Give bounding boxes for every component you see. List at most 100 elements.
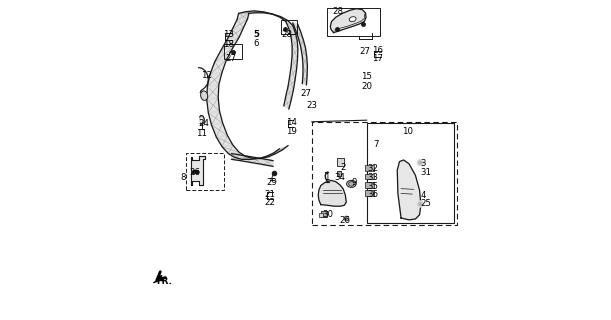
Ellipse shape [346,180,356,188]
Polygon shape [301,47,307,57]
Polygon shape [214,48,233,62]
Text: 3: 3 [420,159,426,168]
Text: 9: 9 [351,179,357,188]
Polygon shape [302,56,307,66]
Bar [312,122,457,225]
Text: 27: 27 [359,47,370,56]
Polygon shape [227,28,243,39]
Text: 7: 7 [373,140,378,149]
Polygon shape [280,17,293,26]
Text: 17: 17 [372,54,383,63]
Text: 26: 26 [189,168,200,177]
Polygon shape [222,145,240,154]
Text: 28: 28 [332,7,343,16]
Bar [367,123,453,223]
Text: 21: 21 [265,189,276,199]
Polygon shape [235,156,252,159]
Polygon shape [263,159,273,166]
Text: 13: 13 [223,30,234,39]
Text: 8: 8 [180,173,186,182]
Polygon shape [263,12,280,17]
Polygon shape [221,37,240,50]
Bar [337,172,341,176]
Circle shape [196,171,199,174]
Polygon shape [251,157,263,164]
Polygon shape [259,154,276,158]
Polygon shape [288,77,295,90]
Polygon shape [290,66,296,80]
Bar [365,182,375,188]
Text: 15: 15 [361,72,372,81]
Text: 34: 34 [334,173,345,182]
Polygon shape [302,75,307,85]
Polygon shape [242,158,261,159]
Polygon shape [318,180,346,206]
Bar [337,158,344,166]
Polygon shape [191,156,205,186]
Text: FR.: FR. [157,277,173,286]
Ellipse shape [349,17,356,22]
Polygon shape [331,9,366,33]
Polygon shape [210,60,227,75]
Text: 29: 29 [266,178,277,187]
Polygon shape [274,146,288,153]
Bar [365,174,375,180]
Text: 23: 23 [306,101,317,110]
Polygon shape [286,21,295,33]
Polygon shape [207,72,222,87]
Text: 19: 19 [286,127,296,136]
Text: 28: 28 [281,30,292,39]
Text: 4: 4 [420,191,426,200]
Polygon shape [397,160,421,220]
Circle shape [419,202,422,205]
Circle shape [417,201,423,207]
Polygon shape [232,19,247,29]
Polygon shape [289,29,297,41]
Bar [224,44,242,59]
Bar [365,165,375,171]
Text: 16: 16 [372,45,383,55]
Text: 10: 10 [402,127,413,136]
Text: 12: 12 [200,71,211,80]
Text: 33: 33 [367,173,378,182]
Text: 35: 35 [367,182,378,191]
Text: 32: 32 [367,164,378,173]
Polygon shape [291,37,298,49]
Polygon shape [200,116,204,124]
Polygon shape [207,84,219,100]
Text: 25: 25 [420,199,431,208]
Polygon shape [240,155,251,163]
Text: 36: 36 [367,190,378,199]
Text: 11: 11 [197,129,208,138]
Polygon shape [238,12,255,13]
Text: 24: 24 [199,119,210,128]
Circle shape [419,161,422,164]
Ellipse shape [348,182,354,186]
Polygon shape [216,135,233,147]
Polygon shape [286,87,293,100]
Polygon shape [266,150,282,156]
Polygon shape [207,98,219,113]
Bar [327,8,379,36]
Circle shape [192,171,196,174]
Text: 14: 14 [286,118,297,127]
Polygon shape [299,38,306,48]
Ellipse shape [200,91,208,100]
Bar [365,190,375,196]
Polygon shape [273,14,288,20]
Polygon shape [229,152,246,157]
Polygon shape [292,46,298,59]
Polygon shape [295,29,303,40]
Polygon shape [245,11,263,13]
Polygon shape [293,23,301,31]
Bar [186,153,224,190]
Text: 27: 27 [300,89,311,98]
Polygon shape [153,275,164,283]
Polygon shape [284,96,291,109]
Text: 27: 27 [225,53,237,62]
Circle shape [417,159,423,166]
Text: 22: 22 [265,197,276,206]
Polygon shape [303,65,307,76]
Polygon shape [254,11,273,14]
Text: 20: 20 [361,82,372,91]
